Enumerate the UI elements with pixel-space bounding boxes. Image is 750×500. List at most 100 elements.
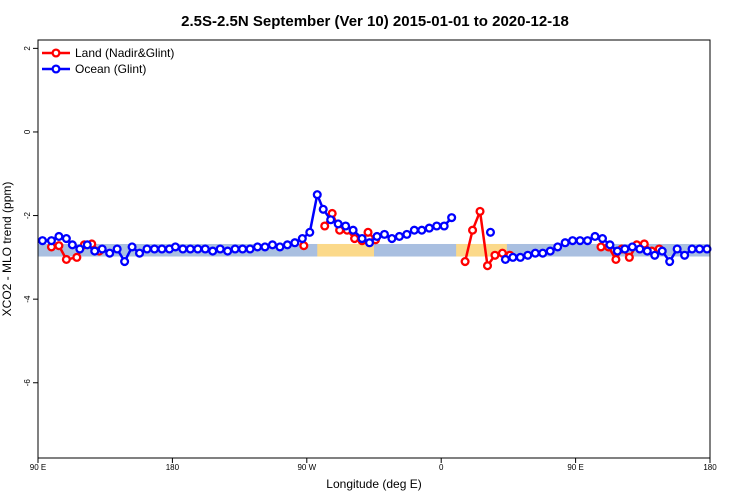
ocean-data-point [523,250,533,260]
ocean-data-point [560,238,570,248]
x-tick-label: 0 [439,463,444,472]
ocean-data-point [90,246,100,256]
ocean-data-point [185,244,195,254]
ocean-data-point [208,246,218,256]
ocean-data-point [665,256,675,267]
ocean-data-point [417,225,427,235]
plot-area [37,190,712,271]
ocean-data-point [326,215,336,225]
land-data-point [490,250,500,260]
ocean-data-point [142,244,152,254]
ocean-data-point [215,244,225,254]
ocean-data-point [635,244,645,254]
ocean-data-point [387,234,397,244]
x-tick-label: 90 E [30,463,46,472]
ocean-data-point [627,242,637,252]
ocean-data-point [275,242,285,252]
land-data-point [363,227,373,237]
ocean-data-point [200,244,210,254]
land-data-point [54,241,64,251]
x-tick-label: 90 W [297,463,316,472]
ocean-data-point [642,246,652,256]
ocean-data-point [75,244,85,254]
y-axis-label: XCO2 - MLO trend (ppm) [0,182,14,317]
ocean-data-point [394,231,404,242]
ocean-data-point [582,236,593,246]
ocean-data-point [46,236,56,246]
ocean-data-point [409,225,419,235]
ocean-data-point [149,244,160,254]
legend-land-marker [51,48,61,58]
x-tick-label: 180 [166,463,180,472]
x-tick-label: 90 E [567,463,583,472]
ocean-data-point [267,240,278,250]
ocean-data-point [230,244,240,254]
x-axis-label: Longitude (deg E) [326,477,421,491]
ocean-data-point [575,236,585,246]
ocean-data-point [178,244,188,254]
land-data-point [299,241,309,251]
legend-land-label: Land (Nadir&Glint) [75,46,174,60]
land-data-point [350,234,360,244]
ocean-data-point [54,231,64,242]
land-data-point [482,261,493,271]
land-data-point [460,256,470,267]
land-data-point [475,206,485,216]
legend-ocean-label: Ocean (Glint) [75,62,146,76]
ocean-data-point [341,221,351,231]
ocean-data-point [545,246,555,256]
plot-border [37,39,711,459]
ocean-data-point [424,223,434,233]
ocean-data-point [694,244,705,254]
ocean-data-point [260,242,270,252]
ocean-data-point [553,242,563,252]
y-tick-label: 2 [23,46,32,51]
ocean-data-point [515,252,525,262]
ocean-data-point [318,204,328,214]
ocean-data-point [105,248,115,258]
ocean-data-point [530,248,540,258]
reference-band [317,243,374,257]
y-tick-label: -6 [23,379,32,387]
land-data-point [624,252,634,262]
ocean-data-point [193,244,203,254]
ocean-data-point [170,242,180,252]
ocean-data-point [223,246,233,256]
land-data-point [72,252,82,262]
land-data-point [611,254,621,265]
y-tick-label: -4 [23,295,32,303]
chart-title: 2.5S-2.5N September (Ver 10) 2015-01-01 … [181,13,569,30]
ocean-data-point [127,242,137,252]
legend: Land (Nadir&Glint) Ocean (Glint) [42,46,174,76]
ocean-data-point [568,236,578,246]
ocean-data-point [657,246,667,256]
ocean-data-point [612,246,622,256]
ocean-data-point [67,240,77,250]
axes: 90 E 180 90 W 0 90 E 180 2 0 -2 -4 -6 [23,46,717,472]
ocean-data-point [238,244,248,254]
ocean-data-point [364,238,375,248]
ocean-data-point [312,190,322,200]
ocean-data-point [37,236,48,246]
ocean-data-point [620,244,630,254]
ocean-data-point [402,229,412,239]
ocean-data-point [597,234,608,244]
ocean-data-point [157,244,167,254]
land-data-point [596,242,606,252]
x-tick-label: 180 [703,463,717,472]
ocean-data-point [245,244,255,254]
ocean-data-point [447,213,457,223]
ocean-data-point [590,231,600,242]
ocean-data-point [112,244,122,254]
ocean-data-point [282,240,292,250]
ocean-data-point [687,244,697,254]
ocean-data-point [672,244,682,254]
ocean-data-point [680,250,690,260]
land-data-point [468,225,478,235]
ocean-data-point [605,240,615,250]
ocean-data-point [439,221,449,231]
ocean-data-point [485,227,496,237]
ocean-data-point [82,240,92,250]
ocean-data-point [305,227,315,237]
